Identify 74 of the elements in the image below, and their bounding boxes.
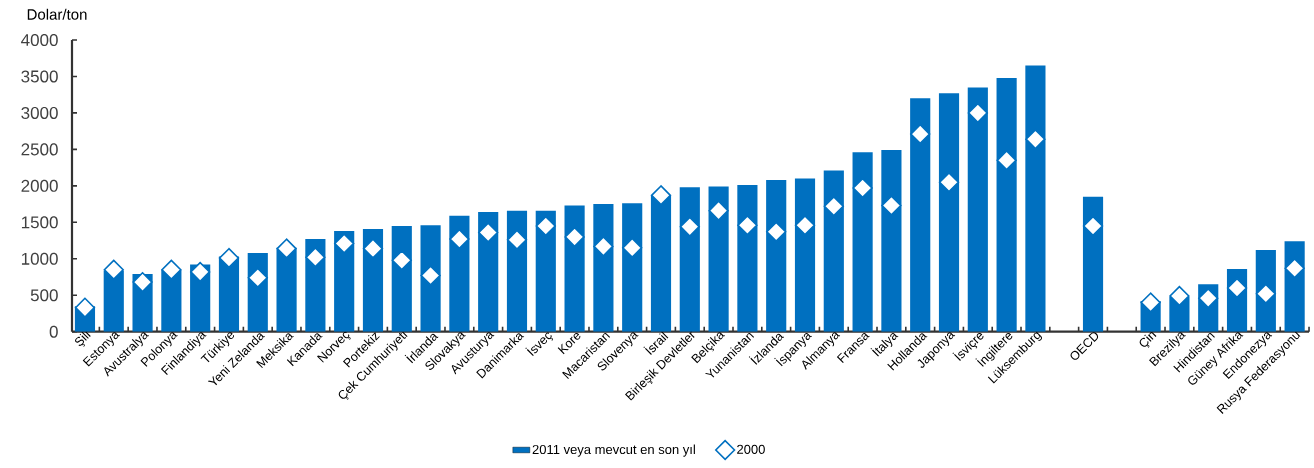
- point: [650, 185, 672, 206]
- bar: [593, 204, 614, 332]
- bar: [823, 170, 844, 332]
- point: [420, 265, 441, 286]
- point: [593, 236, 614, 257]
- point: [362, 238, 384, 259]
- point: [1082, 215, 1104, 237]
- bar: [737, 185, 758, 332]
- y-tick-label: 0: [49, 325, 58, 338]
- point: [708, 200, 729, 221]
- point: [190, 261, 211, 283]
- point: [247, 267, 268, 288]
- point: [766, 221, 787, 242]
- bar: [1082, 196, 1104, 332]
- bar: [996, 77, 1017, 332]
- bar: [967, 87, 988, 332]
- y-tick-label: 1500: [21, 216, 58, 229]
- bar: [622, 203, 643, 332]
- point: [1140, 292, 1161, 313]
- point: [74, 297, 96, 318]
- point: [996, 150, 1017, 171]
- point: [938, 172, 960, 193]
- bar: [564, 205, 585, 332]
- legend-label: 2000: [737, 444, 765, 454]
- y-axis-title: Dolar/ton: [27, 8, 87, 20]
- legend-label: 2011 veya mevcut en son yıl: [532, 444, 695, 457]
- bar: [679, 187, 700, 332]
- point: [132, 271, 153, 293]
- bar: [794, 178, 816, 332]
- y-tick-label: 2500: [21, 143, 58, 156]
- point: [881, 195, 902, 216]
- bar: [708, 186, 729, 332]
- point: [1226, 277, 1248, 299]
- point: [334, 233, 355, 254]
- bar: [1025, 65, 1046, 332]
- point: [794, 215, 816, 236]
- bar: [766, 180, 787, 332]
- point: [305, 247, 326, 268]
- y-tick-label: 4000: [21, 33, 58, 47]
- point: [535, 215, 556, 237]
- point: [449, 228, 470, 250]
- point: [391, 250, 412, 271]
- point: [852, 177, 873, 199]
- point: [161, 259, 182, 280]
- point: [1025, 129, 1046, 150]
- bar: [506, 210, 528, 332]
- point: [506, 229, 528, 250]
- y-tick-label: 1000: [21, 252, 58, 265]
- point: [478, 222, 499, 243]
- point: [276, 238, 297, 259]
- point: [910, 123, 931, 145]
- point: [1284, 258, 1305, 279]
- point: [622, 237, 643, 258]
- y-tick-label: 3500: [21, 70, 58, 83]
- point: [823, 196, 844, 217]
- point: [564, 226, 585, 248]
- point: [1169, 285, 1190, 307]
- bar: [478, 212, 499, 332]
- y-tick-label: 3000: [21, 106, 58, 119]
- bar: [881, 150, 902, 332]
- bar: [910, 98, 931, 332]
- point: [1255, 283, 1276, 304]
- point: [967, 102, 988, 124]
- y-tick-label: 500: [30, 289, 58, 302]
- point: [737, 215, 758, 236]
- bar: [420, 225, 441, 332]
- point: [103, 259, 124, 280]
- y-tick-label: 2000: [21, 179, 58, 192]
- point: [1198, 288, 1219, 309]
- bar: [535, 210, 556, 332]
- bar: [938, 93, 960, 332]
- point: [218, 247, 240, 269]
- point: [679, 216, 700, 237]
- bar: [852, 152, 873, 332]
